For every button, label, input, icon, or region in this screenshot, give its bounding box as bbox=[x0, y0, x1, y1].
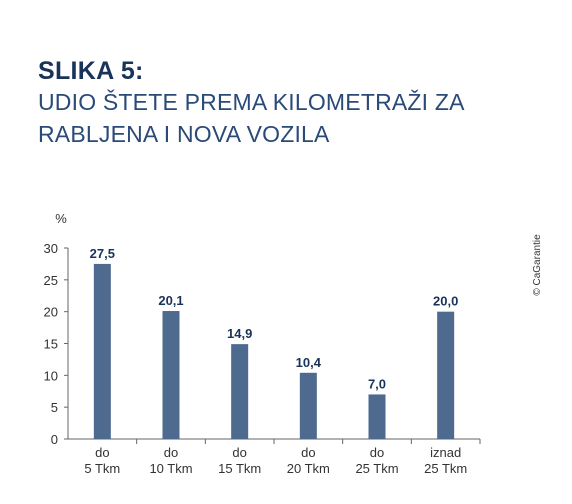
x-tick-label: do bbox=[370, 445, 384, 460]
bar-value-label: 20,1 bbox=[158, 293, 183, 308]
y-tick-label: 15 bbox=[44, 337, 58, 352]
figure-title: UDIO ŠTETE PREMA KILOMETRAŽI ZA RABLJENA… bbox=[38, 89, 464, 147]
x-tick-label: do bbox=[232, 445, 246, 460]
x-tick-label: 15 Tkm bbox=[218, 461, 261, 476]
bar bbox=[299, 372, 317, 439]
y-tick-label: 30 bbox=[44, 241, 58, 256]
bar bbox=[93, 263, 111, 439]
x-tick-label: do bbox=[164, 445, 178, 460]
bar-value-label: 7,0 bbox=[368, 376, 386, 391]
bar bbox=[437, 311, 455, 439]
bar bbox=[231, 344, 249, 439]
x-tick-label: 20 Tkm bbox=[287, 461, 330, 476]
y-tick-label: 25 bbox=[44, 273, 58, 288]
x-tick-label: 25 Tkm bbox=[424, 461, 467, 476]
y-tick-label: 20 bbox=[44, 305, 58, 320]
bar-value-label: 14,9 bbox=[227, 326, 252, 341]
figure-label: SLIKA 5: bbox=[38, 57, 144, 85]
bar bbox=[162, 311, 180, 439]
bar-value-label: 27,5 bbox=[90, 246, 115, 261]
x-tick-label: iznad bbox=[430, 445, 461, 460]
bar-value-label: 10,4 bbox=[296, 355, 322, 370]
y-tick-label: 5 bbox=[51, 400, 58, 415]
x-tick-label: do bbox=[95, 445, 109, 460]
x-tick-label: do bbox=[301, 445, 315, 460]
x-tick-label: 5 Tkm bbox=[84, 461, 120, 476]
y-tick-label: 10 bbox=[44, 368, 58, 383]
figure-heading: SLIKA 5: UDIO ŠTETE PREMA KILOMETRAŽI ZA… bbox=[38, 56, 538, 150]
bar-value-label: 20,0 bbox=[433, 294, 458, 309]
y-tick-label: 0 bbox=[51, 432, 58, 447]
y-axis-unit-label: % bbox=[55, 211, 67, 226]
x-tick-label: 25 Tkm bbox=[355, 461, 398, 476]
bar bbox=[368, 394, 386, 439]
x-tick-label: 10 Tkm bbox=[149, 461, 192, 476]
